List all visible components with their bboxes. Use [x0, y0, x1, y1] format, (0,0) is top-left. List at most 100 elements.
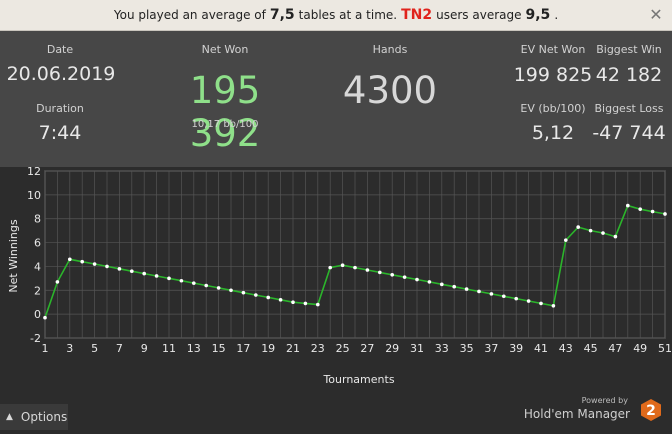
data-point: [93, 262, 97, 266]
date-label: Date: [20, 43, 100, 56]
data-point: [43, 316, 47, 320]
duration-label: Duration: [20, 102, 100, 115]
options-button[interactable]: ▲ Options: [0, 404, 68, 430]
data-point: [105, 265, 109, 269]
data-point: [601, 231, 605, 235]
data-point: [589, 229, 593, 233]
hands-label: Hands: [340, 43, 440, 56]
x-axis-label: Tournaments: [322, 373, 394, 386]
ev-net-won-value: 199 825: [505, 64, 601, 86]
data-point: [353, 266, 357, 270]
bb-per-100-value: 10,17 bb/100: [175, 119, 275, 130]
data-point: [217, 286, 221, 290]
banner-text-4: .: [554, 8, 558, 22]
x-tick-label: 45: [584, 342, 598, 355]
x-tick-label: 41: [534, 342, 548, 355]
x-tick-label: 33: [435, 342, 449, 355]
x-tick-label: 25: [336, 342, 350, 355]
x-tick-label: 37: [484, 342, 498, 355]
data-point: [576, 225, 580, 229]
banner-avg-tables: 7,5: [270, 7, 295, 23]
x-tick-label: 19: [261, 342, 275, 355]
x-tick-label: 31: [410, 342, 424, 355]
powered-by-label: Powered by: [582, 396, 628, 405]
x-tick-label: 13: [187, 342, 201, 355]
data-point: [68, 257, 72, 261]
data-point: [378, 271, 382, 275]
y-tick-label: 0: [34, 308, 41, 321]
chart-grid: [45, 171, 665, 338]
net-won-label: Net Won: [175, 43, 275, 56]
y-tick-label: -2: [30, 332, 41, 345]
data-point: [130, 269, 134, 273]
data-point: [465, 287, 469, 291]
info-banner: You played an average of 7,5 tables at a…: [0, 0, 672, 31]
x-tick-label: 35: [460, 342, 474, 355]
data-point: [614, 235, 618, 239]
y-tick-label: 2: [34, 284, 41, 297]
data-point: [254, 293, 258, 297]
x-tick-label: 3: [66, 342, 73, 355]
data-point: [626, 204, 630, 208]
banner-text-1: You played an average of: [114, 8, 266, 22]
date-value: 20.06.2019: [0, 63, 122, 85]
data-point: [366, 268, 370, 272]
brand-name: Hold'em Manager: [524, 407, 630, 421]
y-tick-label: 8: [34, 213, 41, 226]
chevron-up-icon: ▲: [6, 412, 13, 422]
logo-text: 2: [646, 403, 656, 419]
y-tick-label: 6: [34, 237, 41, 250]
data-point: [316, 303, 320, 307]
data-point: [242, 291, 246, 295]
data-point: [477, 290, 481, 294]
y-tick-label: 12: [27, 167, 41, 178]
data-point: [552, 304, 556, 308]
duration-value: 7:44: [20, 122, 100, 144]
data-point: [415, 278, 419, 282]
data-point: [142, 272, 146, 276]
data-point: [651, 210, 655, 214]
data-point: [428, 280, 432, 284]
x-tick-label: 49: [633, 342, 647, 355]
banner-users-avg: 9,5: [526, 7, 551, 23]
data-point: [328, 266, 332, 270]
banner-text-2: tables at a time.: [299, 8, 397, 22]
data-point: [539, 302, 543, 306]
data-point: [118, 267, 122, 271]
banner-text-3: users average: [436, 8, 521, 22]
data-point: [180, 279, 184, 283]
x-tick-label: 9: [141, 342, 148, 355]
banner-tag: TN2: [401, 7, 432, 23]
close-icon[interactable]: ✕: [648, 7, 664, 23]
ev-bb-label: EV (bb/100): [515, 102, 591, 115]
x-tick-label: 21: [286, 342, 300, 355]
data-point: [291, 300, 295, 304]
data-point: [167, 277, 171, 281]
data-point: [279, 298, 283, 302]
data-point: [155, 274, 159, 278]
data-point: [204, 284, 208, 288]
data-point: [266, 296, 270, 300]
options-label: Options: [21, 410, 67, 424]
data-point: [527, 299, 531, 303]
x-tick-label: 5: [91, 342, 98, 355]
data-point: [390, 273, 394, 277]
data-point: [304, 302, 308, 306]
data-point: [192, 281, 196, 285]
x-tick-label: 39: [509, 342, 523, 355]
stats-panel: Date 20.06.2019 Duration 7:44 Net Won 19…: [0, 31, 672, 167]
data-point: [564, 238, 568, 242]
x-tick-label: 15: [212, 342, 226, 355]
data-point: [403, 275, 407, 279]
ev-bb-value: 5,12: [515, 122, 591, 144]
data-point: [229, 288, 233, 292]
data-point: [56, 280, 60, 284]
net-won-value: 195 392: [150, 69, 300, 155]
x-tick-label: 47: [608, 342, 622, 355]
data-point: [638, 207, 642, 211]
data-point: [514, 297, 518, 301]
x-tick-label: 7: [116, 342, 123, 355]
